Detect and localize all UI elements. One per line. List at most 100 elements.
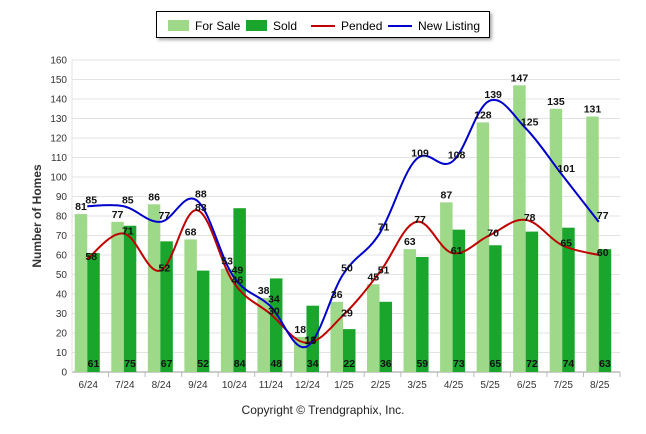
y-tick-label: 30: [56, 309, 68, 320]
bar-for-sale: [184, 239, 197, 372]
data-label-pended: 46: [232, 274, 244, 286]
data-label-new-listing: 77: [597, 210, 609, 222]
x-tick-label: 8/24: [152, 380, 172, 391]
data-label-new-listing: 109: [411, 147, 429, 159]
data-label-new-listing: 101: [557, 163, 575, 175]
bar-for-sale: [111, 221, 124, 372]
x-tick-label: 8/25: [590, 380, 610, 391]
legend-label-for-sale: For Sale: [195, 18, 241, 33]
data-label-for-sale: 131: [584, 104, 602, 116]
x-tick-label: 4/25: [444, 380, 464, 391]
y-tick-label: 130: [50, 114, 67, 125]
y-tick-label: 150: [50, 75, 67, 86]
y-tick-label: 20: [56, 329, 68, 340]
bar-for-sale: [586, 116, 599, 372]
x-tick-label: 6/24: [79, 380, 99, 391]
data-label-pended: 58: [85, 251, 97, 263]
bar-sold: [562, 227, 575, 372]
bar-sold: [598, 249, 612, 372]
legend-label-pended: Pended: [341, 18, 383, 33]
data-label-for-sale: 38: [258, 285, 270, 297]
data-label-new-listing: 77: [158, 210, 170, 222]
bar-sold: [306, 305, 319, 372]
data-label-for-sale: 81: [75, 201, 87, 213]
bar-for-sale: [403, 249, 417, 372]
bar-sold: [379, 301, 393, 372]
data-label-pended: 29: [341, 307, 353, 319]
x-tick-label: 10/24: [222, 380, 247, 391]
y-tick-label: 0: [61, 368, 67, 379]
bar-sold: [196, 270, 210, 372]
y-tick-label: 120: [50, 134, 67, 145]
legend: For Sale Sold Pended New Listing: [156, 11, 490, 38]
data-label-for-sale: 36: [331, 289, 343, 301]
data-label-for-sale: 53: [221, 256, 233, 268]
data-label-for-sale: 68: [185, 226, 197, 238]
legend-swatch-pended: [311, 24, 335, 27]
x-tick-label: 7/25: [553, 380, 573, 391]
legend-item-pended: Pended: [311, 18, 383, 33]
data-label-new-listing: 50: [341, 263, 353, 275]
bar-sold: [489, 245, 502, 372]
x-tick-label: 12/24: [295, 380, 320, 391]
data-label-sold: 63: [599, 358, 611, 370]
data-label-sold: 61: [88, 358, 100, 370]
y-tick-label: 100: [50, 173, 67, 184]
bar-for-sale: [220, 268, 234, 372]
legend-swatch-for-sale: [168, 20, 189, 32]
bar-for-sale: [147, 204, 161, 372]
x-tick-label: 11/24: [259, 380, 284, 391]
legend-item-new-listing: New Listing: [388, 18, 480, 33]
bar-sold: [269, 278, 283, 372]
data-label-new-listing: 71: [378, 222, 390, 234]
data-label-sold: 52: [197, 358, 209, 370]
line-new-listing: [87, 98, 600, 349]
legend-item-sold: Sold: [246, 18, 297, 33]
x-tick-label: 3/25: [407, 380, 427, 391]
data-label-sold: 34: [307, 358, 319, 370]
y-tick-label: 50: [56, 270, 68, 281]
data-label-for-sale: 87: [441, 189, 453, 201]
bar-sold: [416, 256, 429, 372]
data-label-pended: 77: [414, 214, 426, 226]
data-label-pended: 70: [487, 228, 499, 240]
data-label-pended: 61: [451, 245, 463, 257]
data-label-sold: 22: [343, 358, 355, 370]
legend-item-for-sale: For Sale: [168, 18, 241, 33]
data-label-pended: 78: [524, 212, 536, 224]
data-label-for-sale: 45: [367, 271, 379, 283]
bar-sold: [87, 253, 100, 372]
bar-sold: [123, 225, 137, 372]
legend-swatch-new-listing: [388, 24, 412, 27]
y-tick-label: 40: [56, 290, 68, 301]
data-label-for-sale: 86: [148, 191, 160, 203]
data-label-new-listing: 49: [232, 264, 244, 276]
x-tick-label: 2/25: [371, 380, 391, 391]
bar-sold: [525, 231, 539, 372]
x-tick-label: 5/25: [480, 380, 500, 391]
y-tick-label: 160: [50, 56, 67, 67]
data-label-sold: 84: [234, 358, 246, 370]
data-label-sold: 72: [526, 358, 538, 370]
bar-for-sale: [367, 284, 380, 372]
bar-sold: [452, 229, 466, 372]
copyright: Copyright © Trendgraphix, Inc.: [241, 403, 405, 417]
data-label-new-listing: 125: [521, 116, 539, 128]
data-label-for-sale: 77: [112, 209, 124, 221]
data-label-new-listing: 13: [305, 335, 317, 347]
bar-sold: [343, 329, 356, 372]
y-axis-title: Number of Homes: [30, 164, 44, 268]
line-pended: [86, 209, 599, 344]
data-label-sold: 48: [270, 358, 282, 370]
bar-for-sale: [440, 202, 453, 372]
data-label-new-listing: 108: [448, 149, 466, 161]
bar-sold: [160, 241, 173, 372]
bar-for-sale: [513, 85, 526, 372]
x-tick-label: 9/24: [188, 380, 208, 391]
data-label-new-listing: 88: [195, 188, 207, 200]
y-tick-label: 60: [56, 251, 68, 262]
data-label-new-listing: 34: [268, 294, 280, 306]
bar-for-sale: [257, 297, 270, 372]
data-label-for-sale: 63: [404, 236, 416, 248]
bar-for-sale: [74, 214, 88, 372]
